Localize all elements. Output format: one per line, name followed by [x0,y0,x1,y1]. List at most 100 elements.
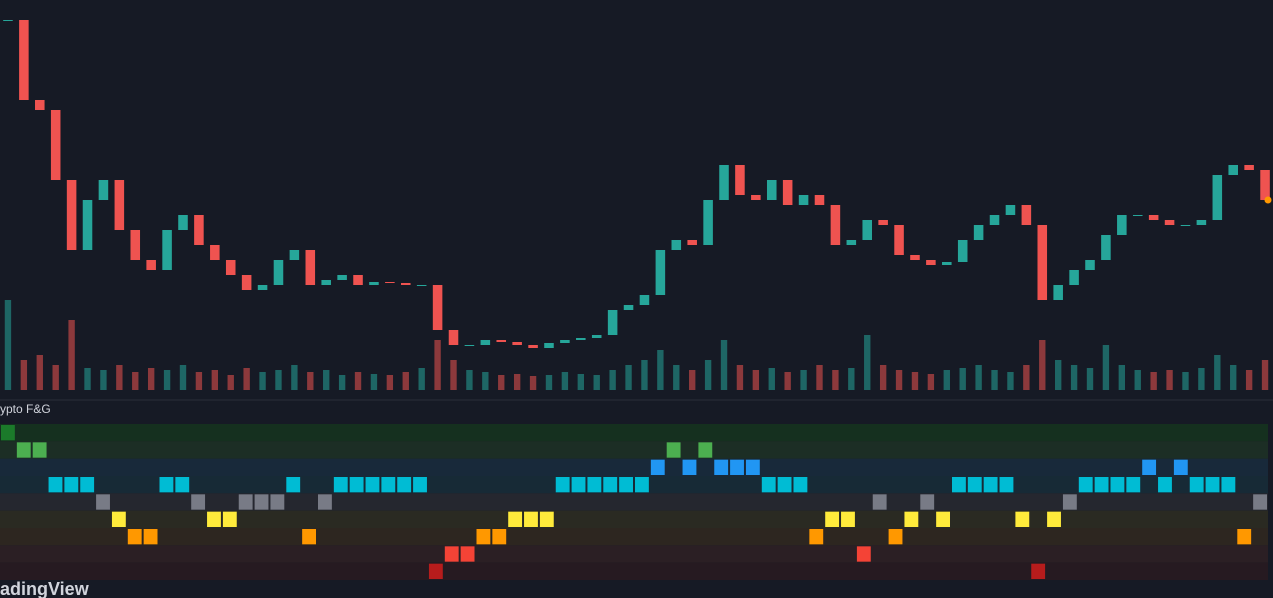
candle [146,260,156,270]
level-cell [999,477,1014,493]
level-cell [1142,459,1157,475]
level-cell [508,511,523,527]
level-cell [793,477,808,493]
level-cell [872,494,887,510]
candle [130,230,141,260]
candle [878,220,888,225]
candle [560,340,570,343]
candle [162,230,172,270]
level-cell [349,477,364,493]
candle [623,305,634,310]
volume-bar [673,365,680,390]
volume-bar [52,365,59,390]
volume-bar [720,340,728,390]
level-cell [1031,563,1046,579]
volume-bar [1070,365,1078,390]
volume-bar [657,350,664,390]
indicator-title: ypto F&G [0,402,51,416]
candle [337,275,347,280]
volume-bar [784,372,791,390]
volume-bar [338,375,346,390]
volume-bar [323,370,330,390]
volume-bar [1086,368,1094,390]
candle [98,180,109,200]
candle [798,195,809,205]
level-cell [1110,477,1125,493]
level-cell [460,546,475,562]
volume-bar [1150,372,1157,390]
candle [432,285,443,330]
level-cell [16,442,31,458]
candle [416,285,427,286]
volume-bar [402,372,409,390]
volume-bar [132,372,139,390]
volume-bar [307,372,314,390]
candle [751,195,761,200]
candle [35,100,45,110]
candle [305,250,316,285]
candle [82,200,93,250]
level-cell [1205,477,1220,493]
candle [512,342,522,345]
level-band [0,545,1268,563]
candle [766,180,777,200]
level-cell [175,477,190,493]
candle [782,180,793,205]
level-cell [302,529,316,545]
volume-bar [386,375,394,390]
level-cell [1126,477,1141,493]
volume-bar [736,365,744,390]
level-cell [761,477,776,493]
level-cell [524,511,538,527]
level-cell [587,477,602,493]
level-cell [650,459,665,475]
volume-bar [275,370,282,390]
level-cell [270,494,285,510]
candle [926,260,936,265]
volume-bar [513,374,521,390]
volume-bar [1230,365,1237,390]
volume-bar [482,372,489,390]
candle [957,240,968,262]
candle [591,335,602,338]
volume-bar [832,370,839,390]
candle [1117,215,1127,235]
level-cell [967,477,982,493]
candle [178,215,188,230]
level-cell [286,477,301,493]
candle [735,165,745,195]
volume-bar [84,368,91,390]
candle [910,255,920,260]
volume-bar [1054,360,1062,390]
candle [353,275,363,285]
volume-bar [1198,368,1205,390]
level-cell [1078,477,1093,493]
volume-bar [498,375,505,390]
candle [321,280,331,285]
candle [1148,215,1159,220]
level-cell [397,477,412,493]
level-cell [238,494,253,510]
volume-bar [1166,370,1173,390]
volume-bar [816,365,823,390]
level-cell [635,477,649,493]
volume-bar [577,374,584,390]
volume-bar [927,374,935,390]
level-cell [127,529,142,545]
candle [289,250,300,260]
candle [830,205,841,245]
level-cell [856,546,871,562]
volume-bar [768,368,775,390]
last-price-dot [1264,196,1272,204]
level-cell [191,494,206,510]
level-cell [1094,477,1109,493]
volume-bar [147,368,155,390]
candle [942,262,952,265]
level-cell [841,511,855,527]
volume-bar [959,368,966,390]
candle [448,330,459,345]
volume-bar [354,372,362,390]
candle [1037,225,1048,300]
level-cell [698,442,713,458]
volume-bar [943,370,950,390]
